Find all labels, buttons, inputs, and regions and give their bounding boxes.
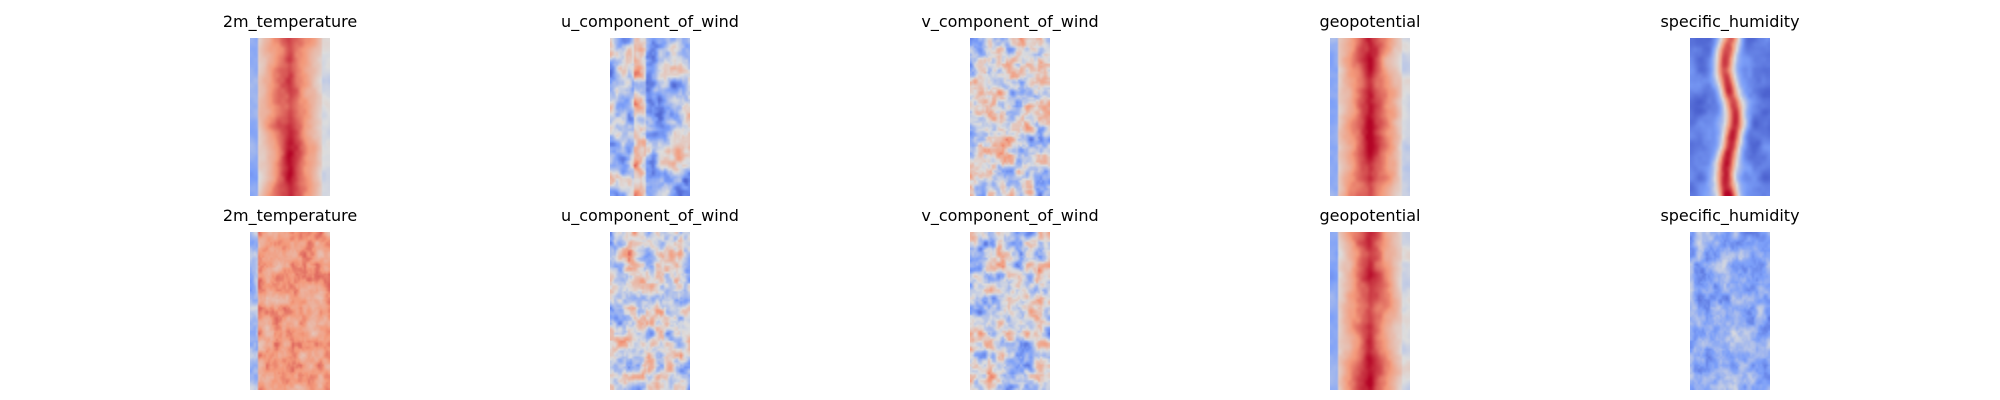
heatmap-image <box>1690 232 1770 390</box>
panel-title: specific_humidity <box>1660 206 1800 225</box>
panel-title: geopotential <box>1319 12 1421 31</box>
heatmap-image <box>1330 232 1410 390</box>
heatmap-image <box>250 232 330 390</box>
heatmap-image <box>610 38 690 196</box>
heatmap-image <box>610 232 690 390</box>
heatmap-image <box>250 38 330 196</box>
panel-title: v_component_of_wind <box>921 206 1099 225</box>
heatmap-image <box>1690 38 1770 196</box>
panel-title: u_component_of_wind <box>561 12 739 31</box>
panel-title: u_component_of_wind <box>561 206 739 225</box>
panel-title: 2m_temperature <box>222 12 358 31</box>
panel-title: 2m_temperature <box>222 206 358 225</box>
heatmap-image <box>970 232 1050 390</box>
heatmap-image <box>1330 38 1410 196</box>
heatmap-image <box>970 38 1050 196</box>
panel-title: geopotential <box>1319 206 1421 225</box>
panel-title: specific_humidity <box>1660 12 1800 31</box>
panel-title: v_component_of_wind <box>921 12 1099 31</box>
